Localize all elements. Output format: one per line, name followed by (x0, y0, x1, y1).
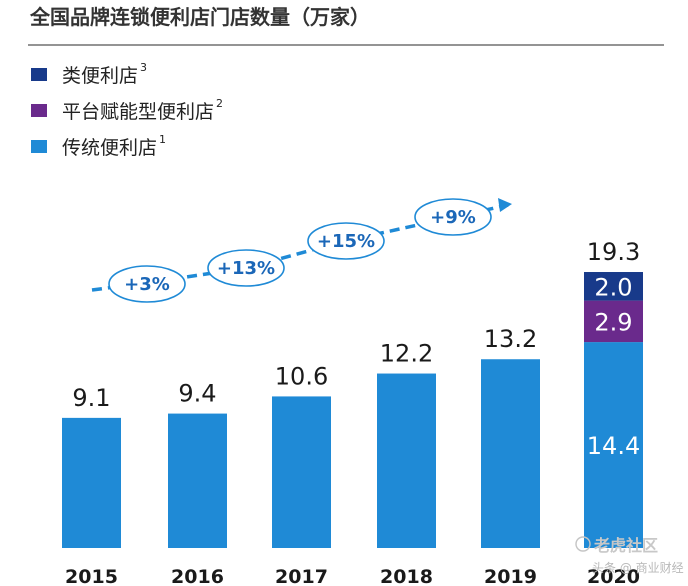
growth-label-0: +3% (124, 274, 170, 295)
bar-2018-series0 (377, 373, 436, 548)
legend-label-0: 传统便利店 (62, 137, 157, 159)
legend: 类便利店 3 平台赋能型便利店 2 传统便利店 1 (31, 61, 223, 159)
total-label-2020: 19.3 (587, 238, 640, 266)
bar-2015-series0 (62, 417, 121, 548)
legend-label-2: 类便利店 (62, 65, 138, 87)
bar-2017-series0 (272, 396, 331, 548)
watermark: 老虎社区 头条 @ 商业财经 (575, 536, 684, 575)
growth-oval-2 (307, 222, 385, 260)
legend-sup-0: 1 (159, 133, 166, 146)
tick-label-2019: 2019 (484, 566, 537, 586)
growth-label-2: +15% (317, 231, 375, 252)
growth-label-3: +9% (430, 207, 476, 228)
watermark-small: 头条 @ 商业财经 (592, 560, 684, 575)
bar-2020-series2 (584, 272, 643, 301)
watermark-brand: 老虎社区 (593, 536, 658, 555)
tick-label-2020: 2020 (587, 566, 640, 586)
segment-label-2020-series1: 2.9 (594, 308, 632, 336)
tick-label-2018: 2018 (380, 566, 433, 586)
legend-swatch-2 (31, 68, 47, 81)
growth-oval-0 (108, 265, 186, 303)
x-axis: 2015 2016 2017 2018 2019 2020 (65, 566, 640, 586)
bar-2020-series1 (584, 300, 643, 343)
legend-swatch-0 (31, 140, 47, 153)
growth-arrowhead (498, 198, 512, 212)
total-label-2017: 10.6 (275, 362, 328, 390)
growth-oval-1 (207, 249, 285, 287)
growth-oval-3 (414, 198, 492, 236)
tick-label-2016: 2016 (171, 566, 224, 586)
tick-label-2015: 2015 (65, 566, 118, 586)
growth-trend: +3% +13% +15% +9% (91, 198, 512, 303)
bar-2016-series0 (168, 413, 227, 548)
segment-label-2020-series0: 14.4 (587, 432, 640, 460)
legend-sup-2: 3 (140, 61, 147, 74)
bar-2020-series0 (584, 342, 643, 548)
bar-2019-series0 (481, 359, 540, 548)
segment-label-2020-series2: 2.0 (594, 273, 632, 301)
total-label-2018: 12.2 (380, 340, 433, 368)
tick-label-2017: 2017 (275, 566, 328, 586)
total-label-2015: 9.1 (72, 384, 110, 412)
legend-sup-1: 2 (216, 97, 223, 110)
growth-label-1: +13% (217, 258, 275, 279)
legend-label-1: 平台赋能型便利店 (62, 101, 214, 123)
chart-title: 全国品牌连锁便利店门店数量（万家） (29, 5, 370, 29)
watermark-icon (575, 536, 591, 552)
bars: 9.1 9.4 10.6 12.2 13.2 14.4 2.9 2.0 19.3 (62, 238, 643, 548)
total-label-2016: 9.4 (178, 380, 216, 408)
legend-swatch-1 (31, 104, 47, 117)
total-label-2019: 13.2 (484, 325, 537, 353)
